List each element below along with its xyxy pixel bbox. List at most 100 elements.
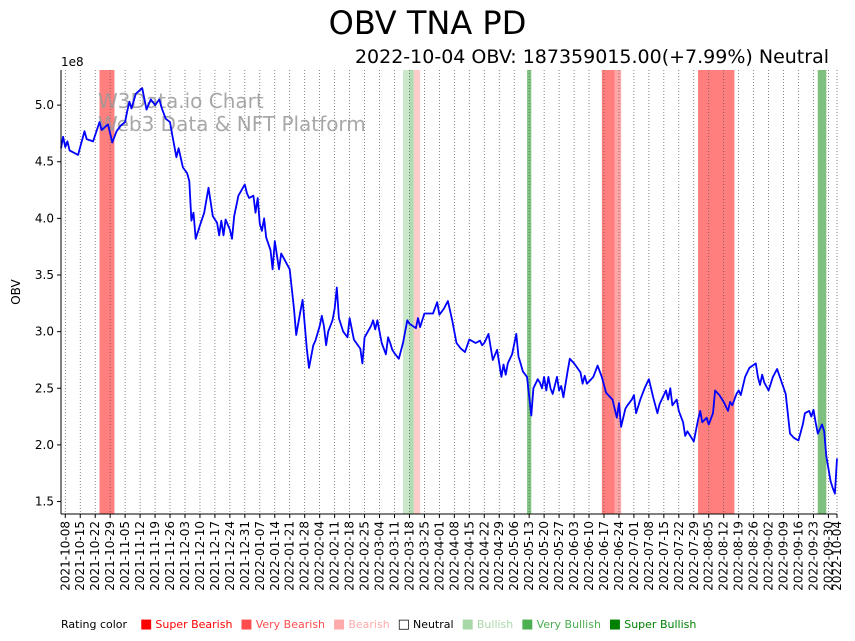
rating-band (99, 70, 115, 514)
legend-item: ■ Very Bullish (521, 618, 601, 631)
rating-bands (99, 70, 827, 514)
watermark-line-2: Web3 Data & NFT Platform (98, 112, 366, 136)
x-tick-label: 2021-12-03 (178, 521, 192, 591)
legend-swatch-icon: ■ (461, 617, 474, 632)
rating-band (413, 70, 421, 514)
x-tick-label: 2022-08-12 (717, 521, 731, 591)
x-tick-label: 2022-02-18 (343, 521, 357, 591)
x-tick-label: 2022-03-25 (417, 521, 431, 591)
legend-swatch-icon: ■ (608, 617, 622, 632)
x-tick-label: 2022-04-22 (477, 521, 491, 591)
rating-band (403, 70, 410, 514)
x-tick-label: 2021-12-31 (238, 521, 252, 591)
rating-legend: Rating color ■ Super Bearish ■ Very Bearish… (61, 618, 704, 631)
x-tick-label: 2022-03-11 (387, 521, 401, 591)
x-tick-label: 2022-02-11 (328, 521, 342, 591)
x-tick-label: 2022-04-01 (432, 521, 446, 591)
x-tick-label: 2022-06-03 (567, 521, 581, 591)
legend-label: Very Bearish (255, 618, 326, 631)
x-tick-label: 2021-11-05 (118, 521, 132, 591)
legend-item: ■ Bullish (462, 618, 514, 631)
x-tick-label: 2022-04-15 (462, 521, 476, 591)
x-tick-label: 2022-09-30 (821, 521, 835, 591)
x-tick-label: 2022-05-27 (552, 521, 566, 591)
legend-label: Neutral (412, 618, 454, 631)
x-tick-label: 2022-01-21 (283, 521, 297, 591)
legend-label: Bearish (348, 618, 390, 631)
x-tick-label: 2022-06-24 (612, 521, 626, 591)
x-tick-label: 2022-01-28 (298, 521, 312, 591)
x-tick-label: 2022-05-20 (537, 521, 551, 591)
y-axis-label: OBV (9, 278, 23, 304)
obv-line (60, 87, 838, 495)
legend-item: ■ Super Bullish (609, 618, 696, 631)
rating-band (409, 70, 414, 514)
y-tick-label: 3.0 (35, 325, 54, 339)
x-tick-label: 2022-09-09 (777, 521, 791, 591)
y-tick-label: 1.5 (35, 495, 54, 509)
x-tick-label: 2022-07-22 (672, 521, 686, 591)
x-tick-label: 2022-07-08 (642, 521, 656, 591)
x-tick-label: 2022-09-02 (762, 521, 776, 591)
y-scale-label: 1e8 (61, 55, 84, 69)
x-tick-label: 2021-10-15 (73, 521, 87, 591)
x-tick-label: 2022-03-04 (373, 521, 387, 591)
rating-band (698, 70, 735, 514)
x-tick-label: 2022-05-06 (507, 521, 521, 591)
x-tick-label: 2021-12-24 (223, 521, 237, 591)
legend-item: ■ Super Bearish (140, 618, 232, 631)
y-tick-label: 4.5 (35, 155, 54, 169)
vertical-gridlines (64, 70, 838, 514)
x-tick-label: 2021-12-17 (208, 521, 222, 591)
y-tick-label: 3.5 (35, 268, 54, 282)
legend-label: Very Bullish (536, 618, 601, 631)
rating-band (601, 70, 615, 514)
x-tick-label: 2021-10-08 (58, 521, 72, 591)
legend-swatch-icon: ■ (140, 617, 153, 632)
x-tick-label: 2022-01-07 (253, 521, 267, 591)
legend-item: ■ Very Bearish (240, 618, 325, 631)
x-tick-label: 2022-07-01 (627, 521, 641, 591)
x-tick-label: 2021-11-12 (133, 521, 147, 591)
x-tick-label: 2022-07-15 (657, 521, 671, 591)
x-tick-label: 2022-09-23 (806, 521, 820, 591)
x-tick-label: 2022-08-19 (732, 521, 746, 591)
x-tick-label: 2022-05-13 (522, 521, 536, 591)
x-tick-label: 2022-10-04 (830, 521, 844, 591)
x-tick-label: 2022-03-18 (402, 521, 416, 591)
legend-swatch-icon: □ (397, 617, 410, 632)
y-tick-label: 2.0 (35, 438, 54, 452)
chart-subtitle: 2022-10-04 OBV: 187359015.00(+7.99%) Neu… (354, 46, 829, 68)
x-tick-label: 2022-07-29 (687, 521, 701, 591)
chart-title: OBV TNA PD (328, 4, 527, 42)
x-tick-label: 2022-06-17 (597, 521, 611, 591)
legend-caption: Rating color (61, 618, 128, 631)
obv-series (60, 87, 838, 495)
watermark: W3Data.io Chart Web3 Data & NFT Platform (98, 89, 366, 136)
legend-swatch-icon: ■ (521, 617, 534, 632)
watermark-line-1: W3Data.io Chart (98, 89, 264, 113)
y-tick-label: 5.0 (35, 98, 54, 112)
x-tick-label: 2022-09-16 (792, 521, 806, 591)
x-tick-label: 2022-08-26 (747, 521, 761, 591)
x-tick-label: 2021-11-26 (163, 521, 177, 591)
legend-item: □ Neutral (398, 618, 454, 631)
x-tick-label: 2022-06-10 (582, 521, 596, 591)
y-tick-label: 2.5 (35, 381, 54, 395)
x-tick-label: 2021-11-19 (148, 521, 162, 591)
y-tick-label: 4.0 (35, 211, 54, 225)
x-tick-label: 2022-02-25 (358, 521, 372, 591)
x-tick-label: 2021-12-10 (193, 521, 207, 591)
legend-item: ■ Bearish (333, 618, 390, 631)
x-tick-label: 2022-02-04 (313, 521, 327, 591)
legend-label: Bullish (476, 618, 514, 631)
rating-band (614, 70, 622, 514)
x-tick-label: 2022-01-14 (268, 521, 282, 591)
legend-swatch-icon: ■ (240, 617, 253, 632)
obv-chart: W3Data.io Chart Web3 Data & NFT Platform… (9, 55, 844, 591)
x-tick-label: 2022-08-05 (702, 521, 716, 591)
x-tick-label: 2022-04-08 (447, 521, 461, 591)
legend-label: Super Bullish (624, 618, 697, 631)
rating-band (817, 70, 827, 514)
